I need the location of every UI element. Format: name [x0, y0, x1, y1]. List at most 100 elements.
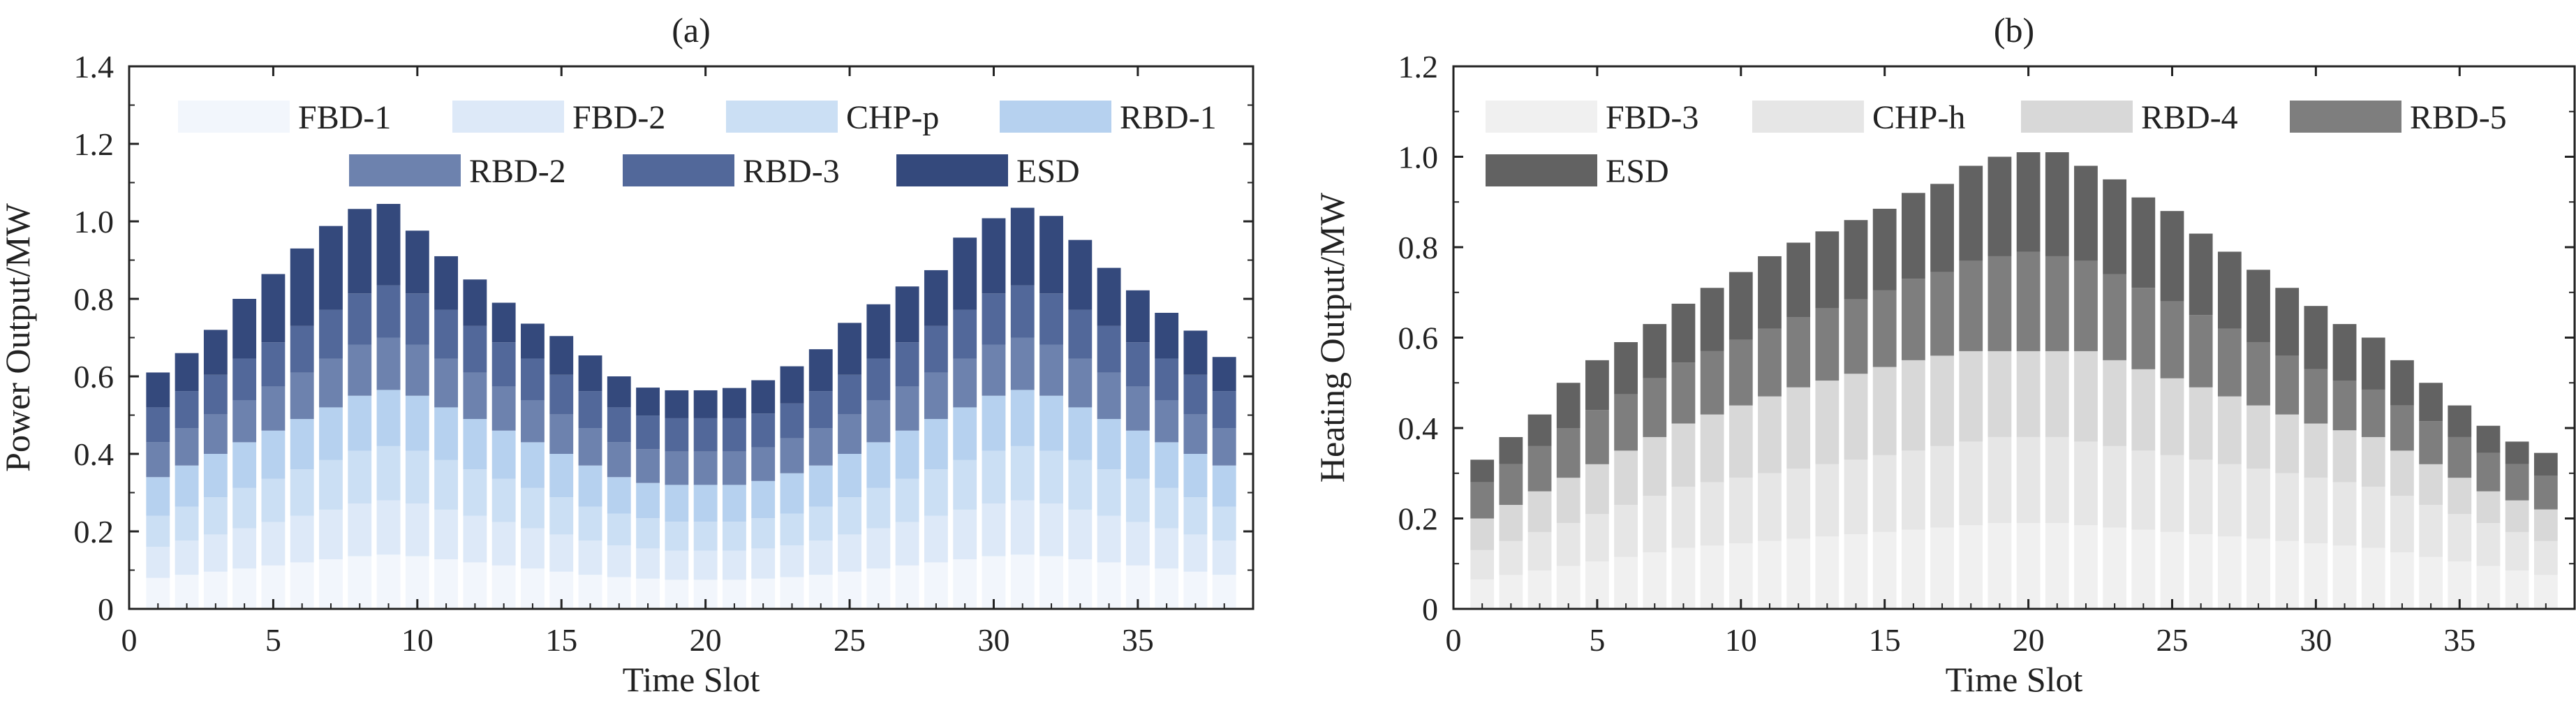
bar-segment	[290, 469, 314, 516]
bar-segment	[1643, 324, 1667, 378]
bar-segment	[348, 395, 372, 451]
bar-segment	[1125, 478, 1150, 522]
bar-segment	[1700, 545, 1724, 609]
bar-segment	[1930, 527, 1954, 609]
bar-segment	[751, 380, 776, 414]
bar-segment	[780, 438, 804, 473]
bar-segment	[982, 293, 1006, 345]
y-tick-label: 0	[1422, 591, 1438, 627]
bar-segment	[2045, 351, 2069, 437]
chart-panel-b: 0 0.2 0.4 0.6 0.8 1.0 1.2 0 5 10 15 20 25 30 35 Time Sl…	[1312, 10, 2576, 699]
bar-segment	[405, 450, 429, 504]
bar-segment	[521, 400, 545, 443]
bar-segment	[1786, 317, 1811, 388]
bar-segment	[1758, 256, 1782, 329]
bar-segment	[866, 304, 891, 359]
bar-segment	[2045, 152, 2069, 256]
bar-segment	[2189, 315, 2213, 388]
bar-segment	[1729, 339, 1753, 406]
bar-segment	[521, 442, 545, 488]
bar-segment	[1614, 341, 1638, 395]
bar-segment	[2217, 251, 2242, 329]
bar-segment	[175, 391, 199, 429]
bar-segment	[1010, 207, 1035, 286]
bar-segment	[1183, 571, 1208, 609]
bar-segment	[434, 309, 459, 359]
bar-segment	[1010, 337, 1035, 390]
bar-segment	[261, 274, 286, 343]
bar-segment	[751, 447, 776, 481]
bar-segment	[1872, 208, 1897, 290]
bar-segment	[1125, 386, 1150, 431]
bar-segment	[1499, 464, 1523, 506]
bar-segment	[463, 279, 487, 326]
y-tick-label: 0	[98, 591, 114, 627]
bar-segment	[1068, 459, 1093, 510]
y-tick-label: 1.0	[1398, 140, 1439, 175]
bar-segment	[2390, 360, 2414, 406]
bar-segment	[549, 374, 574, 415]
bar-segment	[2419, 464, 2443, 506]
bar-segment	[2476, 425, 2501, 453]
bar-segment	[491, 342, 516, 387]
bar-segment	[2476, 522, 2501, 566]
bar-segment	[232, 487, 257, 529]
bar-segment	[2505, 500, 2529, 532]
bar-segment	[780, 545, 804, 577]
bar-segment	[2304, 543, 2328, 609]
bar-segment	[1125, 342, 1150, 387]
bar-segment	[1155, 312, 1179, 359]
legend-swatch	[2021, 101, 2133, 133]
bar-segment	[1643, 436, 1667, 496]
bar-segment	[1987, 156, 2012, 256]
bar-segment	[1527, 491, 1552, 532]
bar-segment	[2304, 423, 2328, 478]
bar-segment	[1815, 231, 1840, 309]
bar-segment	[405, 395, 429, 451]
y-tick-label: 1.2	[1398, 49, 1439, 84]
bar-segment	[491, 302, 516, 343]
bar-segment	[1585, 514, 1609, 562]
bar-segment	[2103, 179, 2127, 274]
bar-segment	[2131, 288, 2156, 369]
bar-segment	[607, 376, 631, 408]
bar-segment	[1527, 570, 1552, 609]
bar-segment	[2419, 383, 2443, 422]
bar-segment	[1758, 473, 1782, 541]
bar-segment	[808, 428, 833, 466]
bar-segment	[2533, 575, 2558, 609]
bar-segment	[1729, 272, 1753, 340]
bar-segment	[2304, 478, 2328, 544]
bar-segment	[491, 522, 516, 566]
bar-segment	[895, 522, 919, 566]
bar-segment	[290, 515, 314, 563]
bar-segment	[808, 540, 833, 575]
bar-segment	[1068, 407, 1093, 460]
bar-segment	[434, 559, 459, 609]
bar-segment	[1671, 423, 1696, 487]
bar-segment	[2505, 531, 2529, 570]
bar-segment	[723, 418, 746, 452]
bar-segment	[1155, 528, 1179, 569]
bar-segment	[203, 497, 228, 535]
bar-segment	[1671, 547, 1696, 609]
bar-segment	[578, 355, 602, 392]
bar-segment	[1614, 557, 1638, 609]
bar-segment	[1556, 428, 1581, 478]
bar-segment	[1786, 469, 1811, 539]
bar-segment	[866, 528, 891, 569]
bar-segment	[1212, 506, 1236, 541]
bar-segment	[838, 454, 861, 498]
x-tick-label: 10	[401, 622, 434, 658]
bar-segment	[1614, 505, 1638, 557]
bar-segment	[1987, 522, 2012, 609]
bar-segment	[838, 374, 861, 415]
bar-segment	[895, 430, 919, 479]
bar-segment	[808, 465, 833, 507]
bar-segment	[2131, 197, 2156, 288]
bar-segment	[1700, 414, 1724, 482]
bar-segment	[2045, 256, 2069, 351]
bar-segment	[1700, 482, 1724, 546]
bar-segment	[549, 497, 574, 535]
bar-segment	[1183, 534, 1208, 572]
